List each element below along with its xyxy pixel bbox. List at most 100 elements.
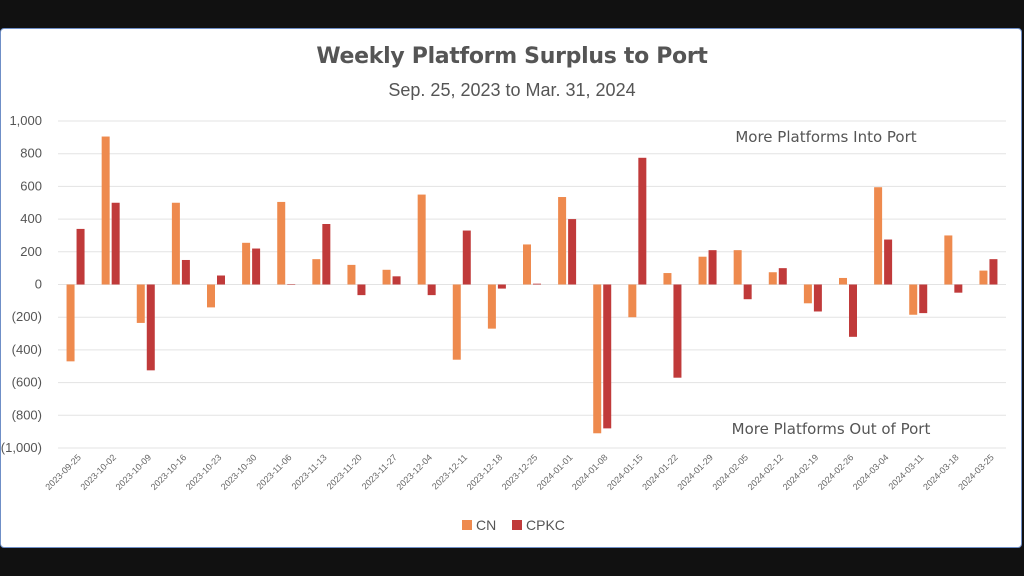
x-tick-label: 2024-02-26 bbox=[816, 452, 856, 492]
x-tick-label: 2023-09-25 bbox=[43, 452, 83, 492]
x-tick-label: 2023-10-02 bbox=[78, 452, 118, 492]
y-tick-label: (600) bbox=[12, 375, 42, 390]
x-tick-label: 2024-01-22 bbox=[640, 452, 680, 492]
bar-cn-2024-01-01 bbox=[558, 197, 567, 285]
annotation-out-of-port: More Platforms Out of Port bbox=[732, 420, 931, 438]
bar-cpkc-2024-03-25 bbox=[989, 259, 998, 285]
bar-cn-2023-10-23 bbox=[207, 284, 215, 308]
x-tick-label: 2024-02-12 bbox=[746, 452, 786, 492]
x-tick-label: 2023-11-06 bbox=[254, 452, 293, 491]
bar-cn-2023-11-13 bbox=[312, 259, 321, 285]
bar-cn-2023-10-09 bbox=[136, 284, 145, 323]
y-tick-label: 400 bbox=[20, 211, 42, 226]
bar-cpkc-2024-03-04 bbox=[884, 239, 893, 285]
bar-cpkc-2023-10-30 bbox=[252, 248, 261, 285]
y-tick-label: 200 bbox=[20, 244, 42, 259]
x-tick-label: 2024-03-04 bbox=[851, 452, 891, 492]
bar-cn-2023-12-11 bbox=[452, 284, 461, 360]
x-tick-label: 2024-02-05 bbox=[710, 452, 750, 492]
x-tick-label: 2023-12-25 bbox=[500, 452, 540, 492]
bar-cpkc-2024-01-15 bbox=[638, 157, 647, 285]
bar-cpkc-2023-12-04 bbox=[427, 284, 436, 296]
bar-cn-2023-11-06 bbox=[277, 201, 286, 285]
bar-cn-2024-02-05 bbox=[733, 250, 742, 285]
x-tick-label: 2023-10-09 bbox=[114, 452, 154, 492]
bar-cn-2023-12-18 bbox=[487, 284, 496, 329]
bar-cpkc-2023-12-25 bbox=[533, 283, 541, 285]
bar-cn-2024-03-04 bbox=[874, 187, 883, 285]
bar-cn-2024-01-15 bbox=[628, 284, 637, 318]
bar-cn-2024-01-29 bbox=[698, 256, 707, 285]
bar-cpkc-2023-11-20 bbox=[357, 284, 366, 296]
legend-label-cn: CN bbox=[476, 517, 496, 533]
x-tick-label: 2024-01-15 bbox=[605, 452, 645, 492]
bar-cpkc-2024-03-18 bbox=[954, 284, 963, 293]
chart-title: Weekly Platform Surplus to Port bbox=[316, 44, 708, 69]
bar-cpkc-2023-12-11 bbox=[462, 230, 471, 285]
x-tick-label: 2023-11-13 bbox=[290, 452, 329, 491]
bar-cn-2023-11-27 bbox=[382, 269, 391, 285]
bar-cn-2023-12-25 bbox=[523, 244, 531, 285]
bar-cpkc-2023-11-27 bbox=[392, 276, 401, 285]
y-tick-label: 600 bbox=[20, 178, 42, 193]
bar-cn-2024-01-08 bbox=[593, 284, 602, 434]
y-tick-label: 0 bbox=[35, 277, 42, 292]
x-tick-label: 2024-02-19 bbox=[781, 452, 821, 492]
annotation-into-port: More Platforms Into Port bbox=[735, 128, 916, 146]
bar-cpkc-2024-02-05 bbox=[743, 284, 752, 300]
bar-cn-2024-01-22 bbox=[663, 273, 672, 285]
bar-cpkc-2024-01-01 bbox=[568, 219, 577, 285]
legend-swatch-cn bbox=[462, 520, 472, 530]
bar-cn-2024-02-12 bbox=[768, 272, 777, 285]
bar-cpkc-2023-11-06 bbox=[287, 284, 296, 285]
y-tick-label: (1,000) bbox=[1, 440, 42, 455]
bar-cn-2023-11-20 bbox=[347, 264, 356, 285]
bar-cpkc-2023-10-02 bbox=[111, 202, 120, 285]
bar-cn-2024-02-26 bbox=[839, 277, 847, 285]
x-tick-label: 2024-01-08 bbox=[570, 452, 610, 492]
x-tick-label: 2023-10-16 bbox=[149, 452, 189, 492]
bar-cn-2024-03-18 bbox=[944, 235, 953, 285]
bar-cn-2024-03-25 bbox=[979, 270, 988, 285]
bar-cpkc-2024-02-26 bbox=[849, 284, 857, 337]
bar-cpkc-2024-01-22 bbox=[673, 284, 682, 378]
bar-cn-2024-02-19 bbox=[803, 284, 812, 304]
bar-cn-2023-10-30 bbox=[242, 242, 251, 285]
chart-subtitle: Sep. 25, 2023 to Mar. 31, 2024 bbox=[388, 80, 636, 100]
x-tick-label: 2023-12-04 bbox=[394, 452, 434, 492]
bar-cn-2023-10-16 bbox=[171, 202, 180, 285]
y-tick-label: 800 bbox=[20, 146, 42, 161]
bar-cn-2024-03-11 bbox=[909, 284, 918, 315]
y-tick-label: 1,000 bbox=[9, 113, 42, 128]
bar-cpkc-2023-12-18 bbox=[497, 284, 506, 289]
bar-cpkc-2024-01-08 bbox=[603, 284, 612, 429]
x-tick-label: 2023-10-23 bbox=[184, 452, 224, 492]
bar-cpkc-2024-02-12 bbox=[778, 268, 787, 285]
bar-cpkc-2024-02-19 bbox=[813, 284, 822, 312]
x-tick-label: 2024-03-25 bbox=[956, 452, 996, 492]
bar-cpkc-2023-11-13 bbox=[322, 224, 331, 285]
legend-swatch-cpkc bbox=[512, 520, 522, 530]
y-tick-label: (200) bbox=[12, 309, 42, 324]
y-tick-label: (400) bbox=[12, 342, 42, 357]
x-tick-label: 2024-03-11 bbox=[886, 452, 925, 491]
x-tick-label: 2024-01-01 bbox=[535, 452, 575, 492]
bar-cn-2023-09-25 bbox=[66, 284, 75, 362]
x-tick-label: 2023-11-20 bbox=[325, 452, 364, 491]
bar-cpkc-2023-10-09 bbox=[146, 284, 155, 371]
y-tick-label: (800) bbox=[12, 407, 42, 422]
bar-cpkc-2024-01-29 bbox=[708, 250, 717, 285]
bar-cpkc-2023-10-16 bbox=[181, 259, 190, 285]
x-tick-label: 2023-12-18 bbox=[465, 452, 505, 492]
x-tick-label: 2023-10-30 bbox=[219, 452, 259, 492]
bar-cpkc-2024-03-11 bbox=[919, 284, 928, 314]
bar-cpkc-2023-09-25 bbox=[76, 228, 85, 285]
legend-label-cpkc: CPKC bbox=[526, 517, 565, 533]
x-tick-label: 2023-12-11 bbox=[430, 452, 469, 491]
x-tick-label: 2023-11-27 bbox=[360, 452, 399, 491]
x-tick-label: 2024-01-29 bbox=[675, 452, 715, 492]
bar-cpkc-2023-10-23 bbox=[217, 275, 225, 285]
x-tick-label: 2024-03-18 bbox=[921, 452, 961, 492]
bar-cn-2023-10-02 bbox=[101, 136, 110, 285]
